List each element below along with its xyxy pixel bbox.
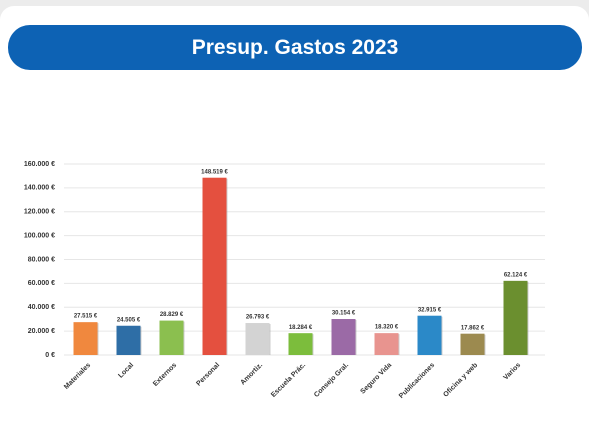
y-tick-label: 140.000 € xyxy=(24,185,55,192)
value-label: 26.793 € xyxy=(246,315,270,321)
bar xyxy=(202,177,227,355)
value-label: 24.505 € xyxy=(117,317,141,323)
x-tick-label: Personal xyxy=(195,362,221,388)
value-label: 148.519 € xyxy=(201,169,228,175)
y-tick-label: 0 € xyxy=(45,352,55,359)
y-tick-label: 120.000 € xyxy=(24,209,55,216)
value-label: 27.515 € xyxy=(74,314,98,320)
y-tick-label: 100.000 € xyxy=(24,232,55,239)
value-label: 32.915 € xyxy=(418,307,442,313)
y-tick-label: 80.000 € xyxy=(28,256,55,263)
card xyxy=(0,6,589,446)
x-tick-label: Amortiz. xyxy=(239,362,264,387)
x-tick-label: Local xyxy=(117,362,135,380)
value-label: 17.862 € xyxy=(461,325,485,331)
x-tick-label: Seguro Vida xyxy=(359,362,393,396)
y-tick-label: 40.000 € xyxy=(28,304,55,311)
x-tick-label: Consejo Gral. xyxy=(313,362,350,399)
bar xyxy=(159,320,184,355)
bar xyxy=(116,325,141,355)
value-label: 18.320 € xyxy=(375,325,399,331)
bar xyxy=(503,280,528,355)
bar xyxy=(288,333,313,355)
chart-title: Presup. Gastos 2023 xyxy=(8,25,582,70)
y-tick-label: 60.000 € xyxy=(28,280,55,287)
x-tick-label: Oficina y web xyxy=(442,362,479,399)
value-label: 28.829 € xyxy=(160,312,184,318)
y-tick-label: 20.000 € xyxy=(28,328,55,335)
bar xyxy=(331,319,356,355)
x-tick-label: Publicaciones xyxy=(398,362,436,400)
x-tick-label: Externos xyxy=(152,362,178,388)
y-tick-label: 160.000 € xyxy=(24,161,55,168)
x-tick-label: Varios xyxy=(502,362,522,382)
bar xyxy=(73,322,98,355)
x-tick-label: Materiales xyxy=(63,362,92,391)
bar xyxy=(374,333,399,355)
value-label: 18.284 € xyxy=(289,325,313,331)
x-tick-label: Escuela Prác. xyxy=(270,362,307,399)
bar xyxy=(417,315,442,355)
value-label: 30.154 € xyxy=(332,311,356,317)
value-label: 62.124 € xyxy=(504,272,528,278)
bar xyxy=(460,333,485,355)
bar xyxy=(245,323,270,355)
